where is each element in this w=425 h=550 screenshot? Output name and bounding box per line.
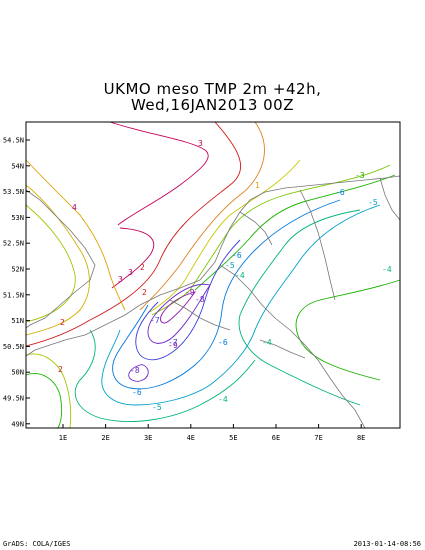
contour-value-label: -5: [152, 403, 162, 412]
lon-tick-label: 4E: [187, 434, 195, 442]
contour-lines: [25, 121, 401, 429]
lon-tick-label: 7E: [314, 434, 322, 442]
contour-value-label: 4: [72, 203, 77, 212]
map-frame: [25, 121, 401, 429]
lat-tick-label: 49N: [11, 420, 24, 428]
contour-value-label: -4: [235, 271, 245, 280]
lat-tick-label: 52.5N: [3, 240, 24, 248]
contour-value-label: -3: [355, 171, 365, 180]
contour-value-label: -4: [262, 338, 272, 347]
lon-tick-label: 1E: [59, 434, 67, 442]
contour-value-label: 2: [142, 288, 147, 297]
lon-tick-label: 6E: [272, 434, 280, 442]
lon-tick-label: 5E: [229, 434, 237, 442]
contour-value-label: -6: [218, 338, 228, 347]
contour-value-label: 2: [60, 318, 65, 327]
contour-value-label: -6: [232, 251, 242, 260]
lat-tick-label: 54.5N: [3, 137, 24, 145]
lat-tick-label: 51N: [11, 317, 24, 325]
lon-tick-label: 2E: [101, 434, 109, 442]
contour-value-label: 1: [255, 181, 260, 190]
footer-timestamp: 2013-01-14-08:56: [353, 540, 421, 548]
contour-value-label: 2: [58, 365, 63, 374]
contour-value-label: -8: [195, 295, 205, 304]
contour-value-label: -9: [168, 341, 178, 350]
contour-value-label: -7: [168, 338, 178, 347]
longitude-axis: 1E 2E 3E 4E 5E 6E 7E 8E: [59, 424, 365, 442]
contour-value-label: 3: [198, 139, 203, 148]
contour-value-label: -6: [335, 188, 345, 197]
contour-value-label: -9: [185, 288, 195, 297]
contour-value-label: 3: [128, 268, 133, 277]
lat-tick-label: 50.5N: [3, 343, 24, 351]
contour-value-label: -5: [368, 198, 378, 207]
lat-tick-label: 51.5N: [3, 291, 24, 299]
lat-tick-label: 53N: [11, 214, 24, 222]
contour-value-label: -8: [130, 366, 140, 375]
contour-label-layer: 333222214-3-4-4-4-4-5-5-5-6-6-6-6-7-7-8-…: [58, 139, 392, 412]
contour-value-label: -4: [218, 395, 228, 404]
contour-value-label: -6: [132, 388, 142, 397]
lon-tick-label: 3E: [144, 434, 152, 442]
contour-value-label: -5: [225, 261, 235, 270]
contour-value-label: -4: [382, 265, 392, 274]
contour-value-label: 3: [118, 275, 123, 284]
footer-credit: GrADS: COLA/IGES: [3, 540, 71, 548]
lat-tick-label: 50N: [11, 369, 24, 377]
lat-tick-label: 52N: [11, 266, 24, 274]
latitude-axis: 54.5N 54N 53.5N 53N 52.5N 52N 51.5N 51N 50.5N 50N…: [3, 137, 30, 428]
map-title-line1: UKMO meso TMP 2m +42h,: [103, 80, 322, 98]
coastline: [25, 175, 401, 429]
contour-value-label: -7: [150, 316, 160, 325]
map-title-line2: Wed,16JAN2013 00Z: [130, 96, 294, 114]
lat-tick-label: 54N: [11, 162, 24, 170]
lat-tick-label: 53.5N: [3, 188, 24, 196]
lon-tick-label: 8E: [357, 434, 365, 442]
contour-value-label: 2: [140, 263, 145, 272]
lat-tick-label: 49.5N: [3, 395, 24, 403]
